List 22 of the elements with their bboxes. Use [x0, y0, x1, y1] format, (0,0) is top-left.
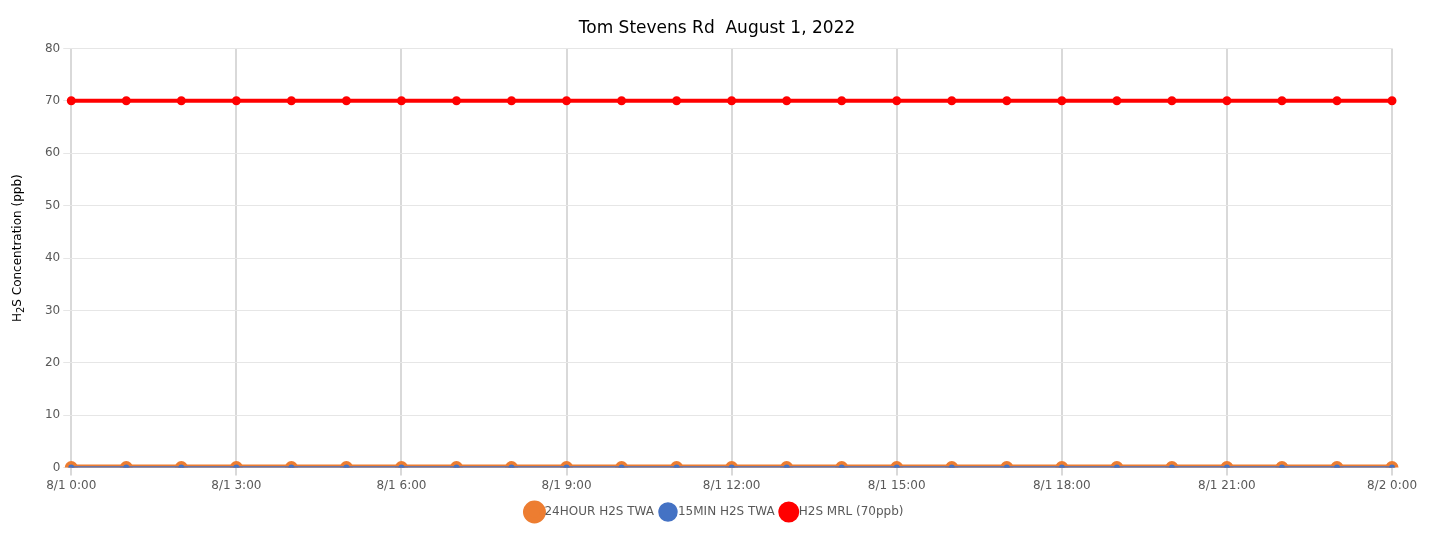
x-tick-label: 8/1 15:00: [867, 477, 926, 492]
y-tick-label: 10: [44, 407, 61, 422]
x-tick-label: 8/1 12:00: [702, 477, 761, 492]
y-tick-label: 40: [44, 250, 61, 265]
x-tick-label: 8/1 9:00: [541, 477, 592, 492]
y-tick-label: 0: [52, 459, 61, 474]
y-tick-label: 50: [44, 197, 61, 212]
y-tick-label: 70: [44, 92, 61, 107]
legend-label: 15MIN H2S TWA: [677, 504, 776, 519]
x-tick-label: 8/1 6:00: [376, 477, 427, 492]
y-tick-label: 30: [44, 302, 61, 317]
y-tick-label: 20: [44, 354, 61, 369]
chart-title: Tom Stevens Rd August 1, 2022: [577, 16, 856, 37]
y-tick-label: 80: [44, 40, 61, 55]
x-tick-label: 8/1 3:00: [211, 477, 262, 492]
x-tick-label: 8/1 21:00: [1198, 477, 1256, 492]
x-tick-label: 8/1 18:00: [1032, 477, 1091, 492]
legend-label: 24HOUR H2S TWA: [544, 504, 655, 519]
x-tick-label: 8/1 0:00: [46, 477, 97, 492]
legend-label: H2S MRL (70ppb): [798, 504, 904, 519]
x-tick-label: 8/2 0:00: [1366, 477, 1418, 492]
y-tick-label: 60: [44, 145, 61, 160]
